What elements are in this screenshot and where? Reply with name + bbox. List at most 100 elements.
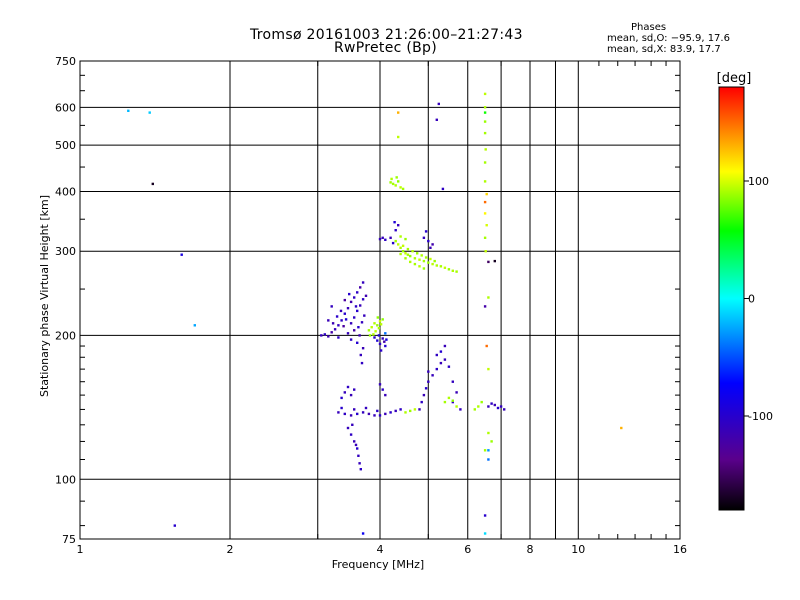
data-point <box>340 406 343 410</box>
data-point <box>431 262 434 266</box>
data-point <box>401 187 405 191</box>
data-point <box>376 409 379 413</box>
y-axis-ticks: 75 100 200 300 400 500 600 750 <box>55 55 680 546</box>
data-point <box>447 268 451 271</box>
data-point <box>487 405 490 408</box>
y-tick-label: 400 <box>55 185 76 198</box>
plot-title-line2: RwPretec (Bp) <box>334 40 438 56</box>
data-point <box>356 291 359 294</box>
data-point <box>346 332 350 335</box>
data-point <box>348 292 351 296</box>
data-point <box>373 414 376 417</box>
data-point <box>409 409 412 413</box>
data-point <box>349 338 353 341</box>
y-tick-label: 750 <box>55 55 76 68</box>
data-point <box>349 414 353 417</box>
data-point <box>487 431 490 435</box>
data-point <box>151 182 154 186</box>
data-point <box>483 111 487 114</box>
data-point <box>381 236 384 239</box>
phase-stats-o-mode: mean, sd,O: −95.9, 17.6 <box>607 33 730 44</box>
data-point <box>349 300 353 304</box>
data-point <box>429 246 432 249</box>
data-point <box>451 400 454 404</box>
data-point <box>487 367 490 371</box>
y-tick-label: 600 <box>55 101 76 114</box>
data-point <box>439 361 443 365</box>
data-point <box>357 326 360 329</box>
data-point <box>443 358 447 361</box>
data-point <box>413 408 417 411</box>
data-point <box>424 230 428 233</box>
data-point <box>406 253 410 256</box>
data-point <box>361 532 365 535</box>
data-point <box>451 269 454 272</box>
data-point <box>378 383 382 386</box>
data-point <box>435 264 438 267</box>
x-tick-label: 4 <box>377 543 384 556</box>
data-point <box>376 316 379 319</box>
phase-stats-x-mode: mean, sd,X: 83.9, 17.7 <box>607 44 721 55</box>
data-point <box>373 322 376 325</box>
data-point <box>333 328 337 331</box>
data-point <box>337 324 340 327</box>
data-point <box>483 532 487 535</box>
data-point <box>389 181 392 184</box>
data-point <box>429 257 432 261</box>
data-point <box>193 324 196 327</box>
data-point <box>483 106 487 109</box>
data-point <box>359 286 362 289</box>
data-point <box>364 294 368 297</box>
data-point <box>397 224 400 227</box>
data-point <box>323 333 326 336</box>
data-point <box>353 329 356 332</box>
data-point <box>455 405 458 408</box>
data-point <box>378 320 382 323</box>
data-point <box>620 426 623 430</box>
data-point <box>397 243 400 246</box>
data-point <box>379 349 383 352</box>
data-point <box>451 399 454 402</box>
y-tick-label: 200 <box>55 329 76 342</box>
data-point <box>483 212 487 215</box>
data-point <box>443 266 447 269</box>
data-point <box>358 462 361 465</box>
data-point <box>435 367 438 371</box>
data-point <box>399 186 402 189</box>
data-point <box>127 109 130 112</box>
data-point <box>487 296 490 299</box>
data-point <box>439 350 443 353</box>
data-point <box>391 182 395 186</box>
data-point <box>389 236 392 239</box>
data-point <box>473 408 476 411</box>
data-point <box>364 406 368 410</box>
data-point <box>485 224 488 227</box>
data-point <box>394 409 397 413</box>
data-point <box>447 365 451 368</box>
data-point <box>487 449 490 452</box>
data-point <box>418 408 421 411</box>
data-point <box>353 388 356 391</box>
data-point <box>490 440 493 443</box>
data-point <box>483 305 487 308</box>
x-tick-label: 8 <box>527 543 534 556</box>
data-point <box>353 408 356 411</box>
data-point <box>455 270 458 273</box>
data-point <box>484 250 487 253</box>
data-point <box>378 237 382 241</box>
data-point <box>320 334 323 337</box>
data-point <box>503 408 506 411</box>
y-axis-label: Stationary phase Virtual Height [km] <box>38 195 51 397</box>
grid-lines <box>80 61 680 539</box>
data-point <box>395 176 398 179</box>
data-point <box>397 135 400 139</box>
data-point <box>416 252 419 255</box>
colorbar-label: [deg] <box>717 71 752 86</box>
data-point <box>483 120 487 123</box>
data-point <box>399 235 402 238</box>
data-point <box>379 323 383 326</box>
data-point <box>483 161 487 164</box>
data-point <box>459 408 462 411</box>
data-point <box>487 458 490 461</box>
data-point <box>358 334 361 337</box>
